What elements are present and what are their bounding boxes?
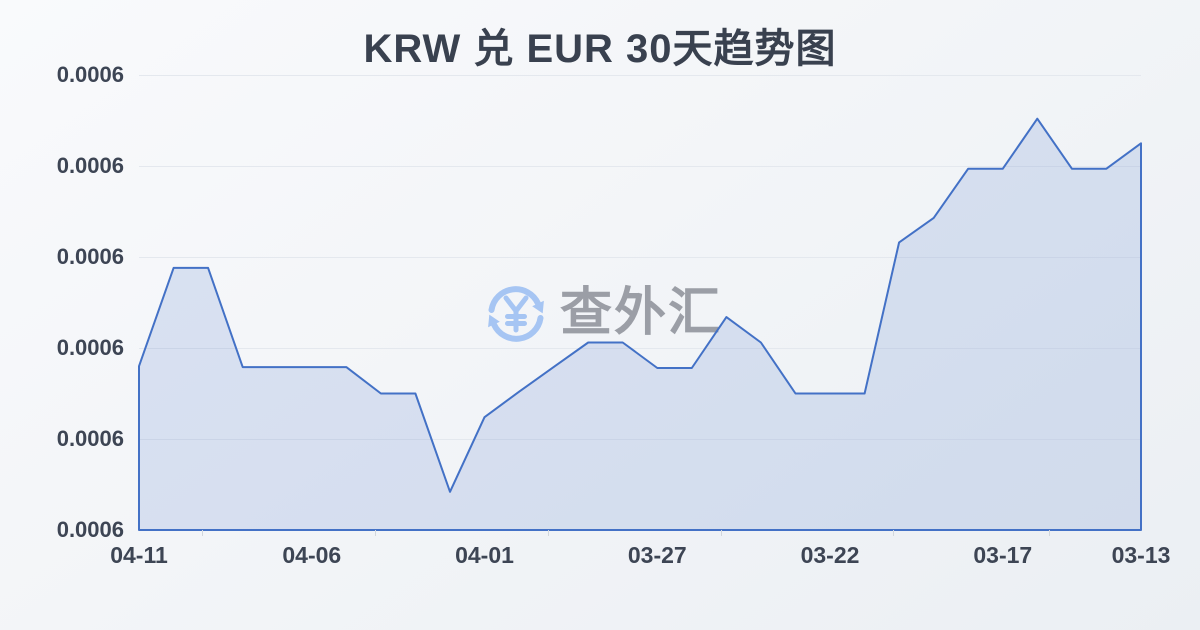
x-axis-tick [720,530,722,536]
x-axis-label: 03-17 [973,542,1033,568]
trend-area [138,117,1142,531]
x-axis-label: 03-27 [627,542,687,568]
x-axis-label: 03-22 [800,542,860,568]
x-axis-tick [893,530,895,536]
gridline [139,75,1141,76]
x-axis-tick [202,530,204,536]
gridline [139,166,1141,167]
x-axis-tick [375,530,377,536]
x-axis-label: 03-13 [1111,542,1171,568]
currency-exchange-icon [482,286,544,345]
y-axis-label: 0.0006 [56,244,124,269]
y-axis-label: 0.0006 [56,426,124,451]
x-axis-tick [1048,530,1050,536]
watermark: 查外汇 [482,283,722,345]
gridline [139,348,1141,349]
watermark-text: 查外汇 [560,284,723,342]
circular-arrow-icon [488,286,544,314]
y-axis-label: 0.0006 [56,335,124,360]
x-axis-tick [547,530,549,536]
gridline [139,439,1141,440]
gridline [139,257,1141,258]
y-axis-label: 0.0006 [56,517,124,542]
y-axis-label: 0.0006 [56,153,124,178]
yuan-symbol-icon [503,295,529,333]
x-axis-label: 04-06 [282,542,342,568]
x-axis-label: 04-11 [110,542,168,568]
x-axis-label: 04-01 [455,542,514,568]
y-axis-label: 0.0006 [56,62,124,87]
chart-title: KRW 兑 EUR 30天趋势图 [363,27,837,71]
trend-svg [138,117,1142,531]
